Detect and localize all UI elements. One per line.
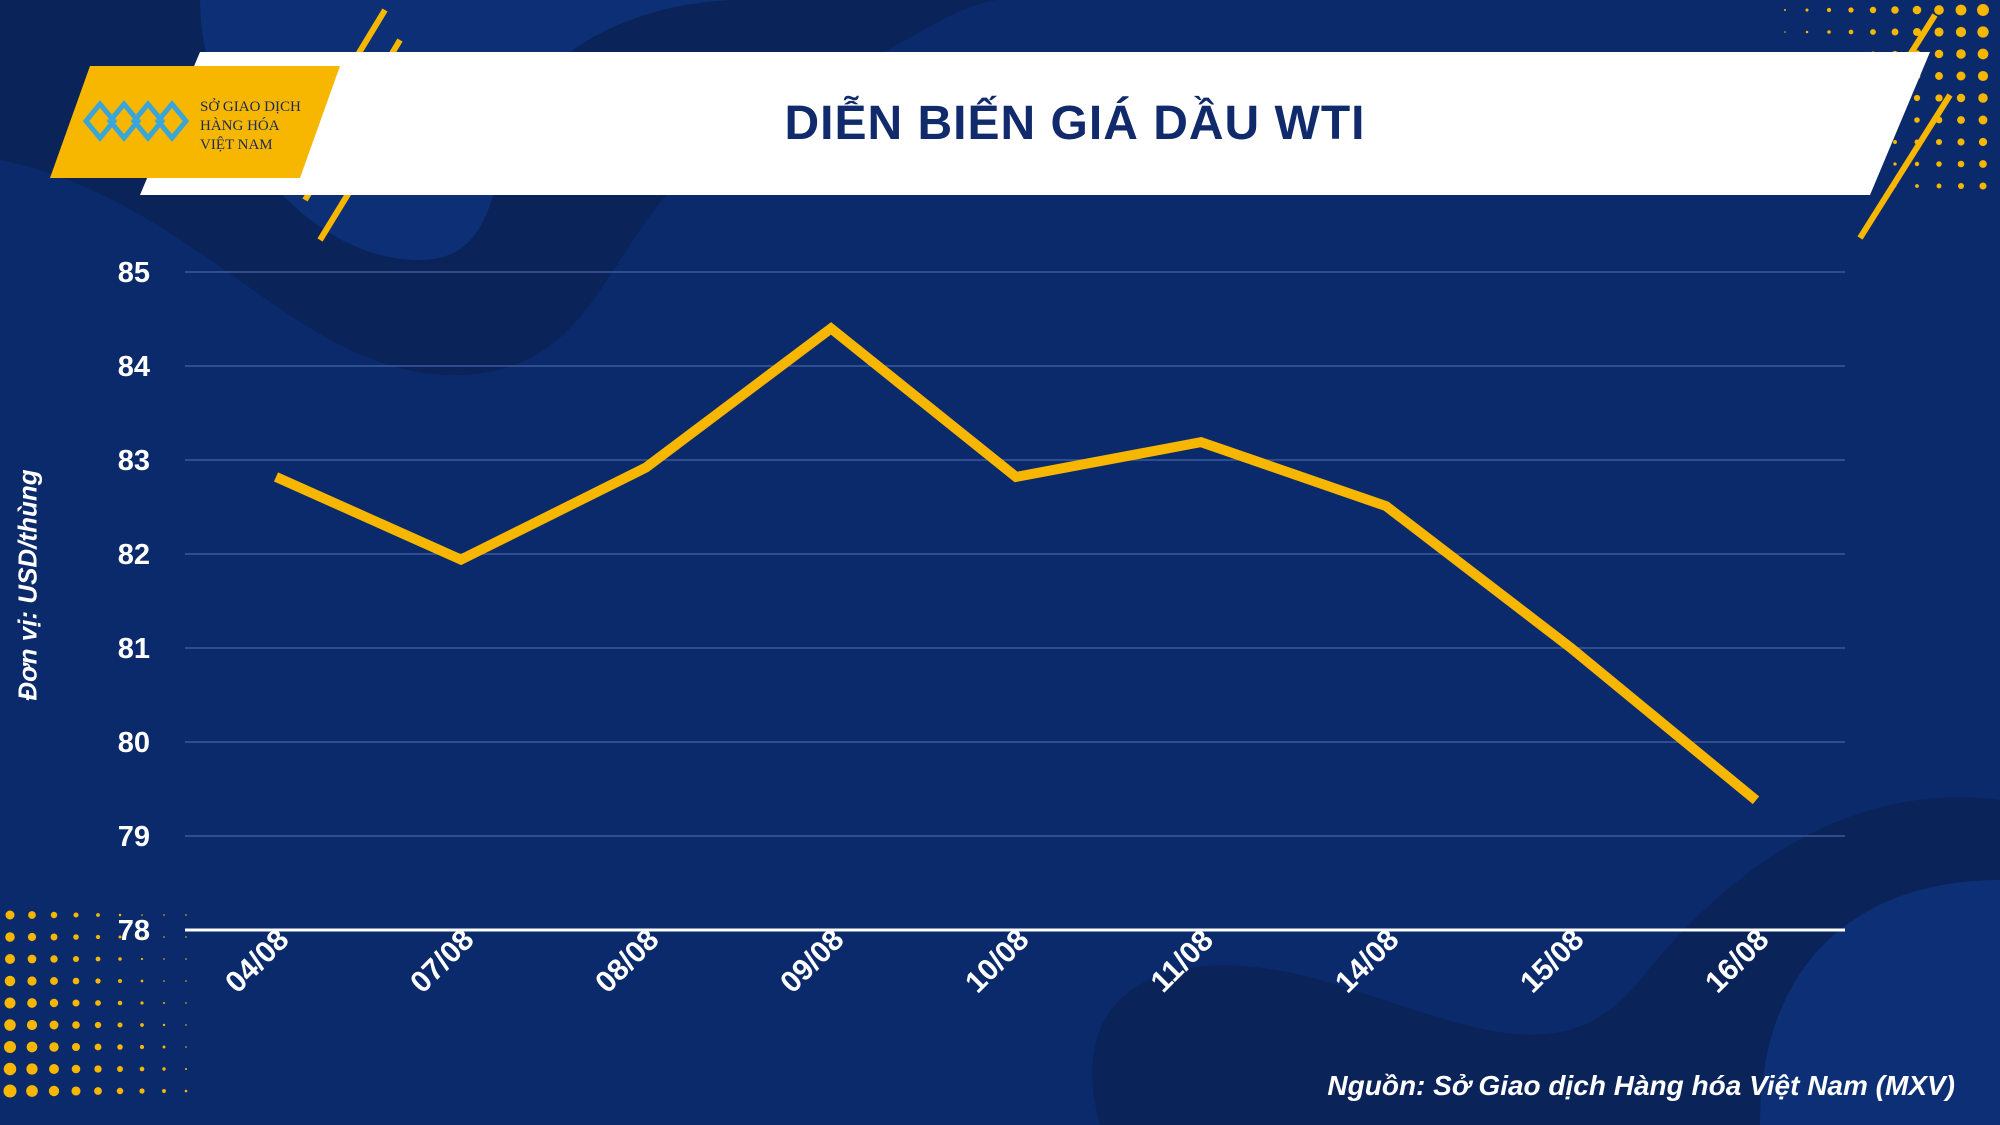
logo-line: SỞ GIAO DỊCH [200, 99, 301, 115]
mxv-logo-icon [82, 100, 190, 142]
x-tick-label: 15/08 [1514, 923, 1590, 999]
x-tick-label: 08/08 [589, 923, 665, 999]
y-tick-label: 80 [118, 727, 150, 759]
source-note: Nguồn: Sở Giao dịch Hàng hóa Việt Nam (M… [1327, 1070, 1955, 1101]
x-tick-label: 16/08 [1699, 923, 1775, 999]
y-axis-label: Đơn vị: USD/thùng [12, 469, 43, 701]
logo-line: VIỆT NAM [200, 137, 273, 153]
x-tick-label: 09/08 [774, 923, 850, 999]
logo-text: SỞ GIAO DỊCH HÀNG HÓA VIỆT NAM [200, 98, 301, 155]
y-tick-label: 83 [118, 445, 150, 477]
title-bar [140, 52, 1930, 195]
y-tick-label: 81 [118, 633, 150, 665]
series-line [273, 322, 1760, 805]
y-tick-label: 82 [118, 539, 150, 571]
x-tick-label: 14/08 [1329, 923, 1405, 999]
x-tick-label: 04/08 [219, 923, 295, 999]
dot-pattern-bottom-left [3, 910, 188, 1098]
x-tick-label: 11/08 [1145, 924, 1220, 999]
y-tick-label: 78 [118, 915, 150, 947]
page-title: DIỄN BIẾN GIÁ DẦU WTI [784, 97, 1366, 150]
y-tick-label: 85 [118, 257, 150, 289]
x-tick-label: 10/08 [959, 923, 1035, 999]
y-tick-label: 84 [118, 351, 150, 383]
logo-badge [50, 66, 340, 178]
x-tick-label: 07/08 [404, 923, 480, 999]
y-tick-label: 79 [118, 821, 150, 853]
logo-line: HÀNG HÓA [200, 118, 280, 134]
